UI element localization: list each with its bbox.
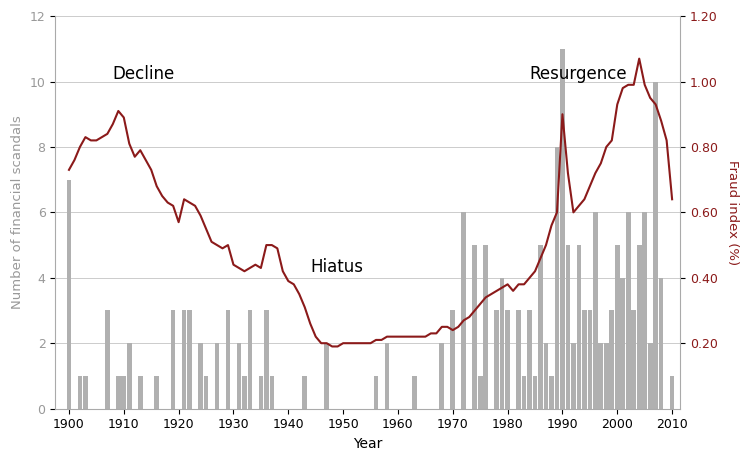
Bar: [648, 343, 652, 408]
Bar: [264, 310, 268, 408]
Text: Resurgence: Resurgence: [530, 65, 627, 83]
Bar: [248, 310, 252, 408]
Bar: [374, 376, 378, 408]
Bar: [658, 278, 664, 408]
Bar: [571, 343, 576, 408]
Text: Hiatus: Hiatus: [310, 258, 363, 276]
Bar: [182, 310, 187, 408]
Bar: [451, 310, 455, 408]
Bar: [587, 310, 592, 408]
Bar: [198, 343, 203, 408]
Bar: [653, 81, 658, 408]
Bar: [154, 376, 159, 408]
Y-axis label: Fraud index (%): Fraud index (%): [726, 160, 739, 265]
Bar: [516, 310, 521, 408]
Y-axis label: Number of financial scandals: Number of financial scandals: [11, 116, 24, 309]
Bar: [324, 343, 329, 408]
Bar: [483, 245, 488, 408]
Bar: [478, 376, 482, 408]
Bar: [494, 310, 499, 408]
Bar: [620, 278, 625, 408]
Bar: [127, 343, 131, 408]
Bar: [259, 376, 263, 408]
Bar: [461, 213, 466, 408]
Bar: [226, 310, 230, 408]
Bar: [204, 376, 209, 408]
Bar: [188, 310, 192, 408]
Bar: [269, 376, 274, 408]
Bar: [582, 310, 586, 408]
Bar: [615, 245, 620, 408]
Bar: [593, 213, 598, 408]
Bar: [577, 245, 581, 408]
Text: Decline: Decline: [112, 65, 175, 83]
Bar: [626, 213, 631, 408]
Bar: [560, 49, 565, 408]
Bar: [670, 376, 674, 408]
Bar: [598, 343, 603, 408]
Bar: [642, 213, 647, 408]
Bar: [632, 310, 636, 408]
Bar: [555, 147, 560, 408]
Bar: [549, 376, 554, 408]
Bar: [412, 376, 417, 408]
X-axis label: Year: Year: [353, 437, 382, 451]
Bar: [122, 376, 126, 408]
Bar: [538, 245, 543, 408]
Bar: [506, 310, 510, 408]
Bar: [236, 343, 242, 408]
Bar: [440, 343, 444, 408]
Bar: [472, 245, 477, 408]
Bar: [637, 245, 641, 408]
Bar: [610, 310, 614, 408]
Bar: [171, 310, 176, 408]
Bar: [527, 310, 532, 408]
Bar: [566, 245, 570, 408]
Bar: [105, 310, 110, 408]
Bar: [214, 343, 219, 408]
Bar: [500, 278, 505, 408]
Bar: [532, 376, 537, 408]
Bar: [242, 376, 247, 408]
Bar: [522, 376, 526, 408]
Bar: [83, 376, 88, 408]
Bar: [544, 343, 548, 408]
Bar: [302, 376, 307, 408]
Bar: [116, 376, 121, 408]
Bar: [604, 343, 609, 408]
Bar: [385, 343, 389, 408]
Bar: [138, 376, 142, 408]
Bar: [77, 376, 82, 408]
Bar: [67, 180, 71, 408]
